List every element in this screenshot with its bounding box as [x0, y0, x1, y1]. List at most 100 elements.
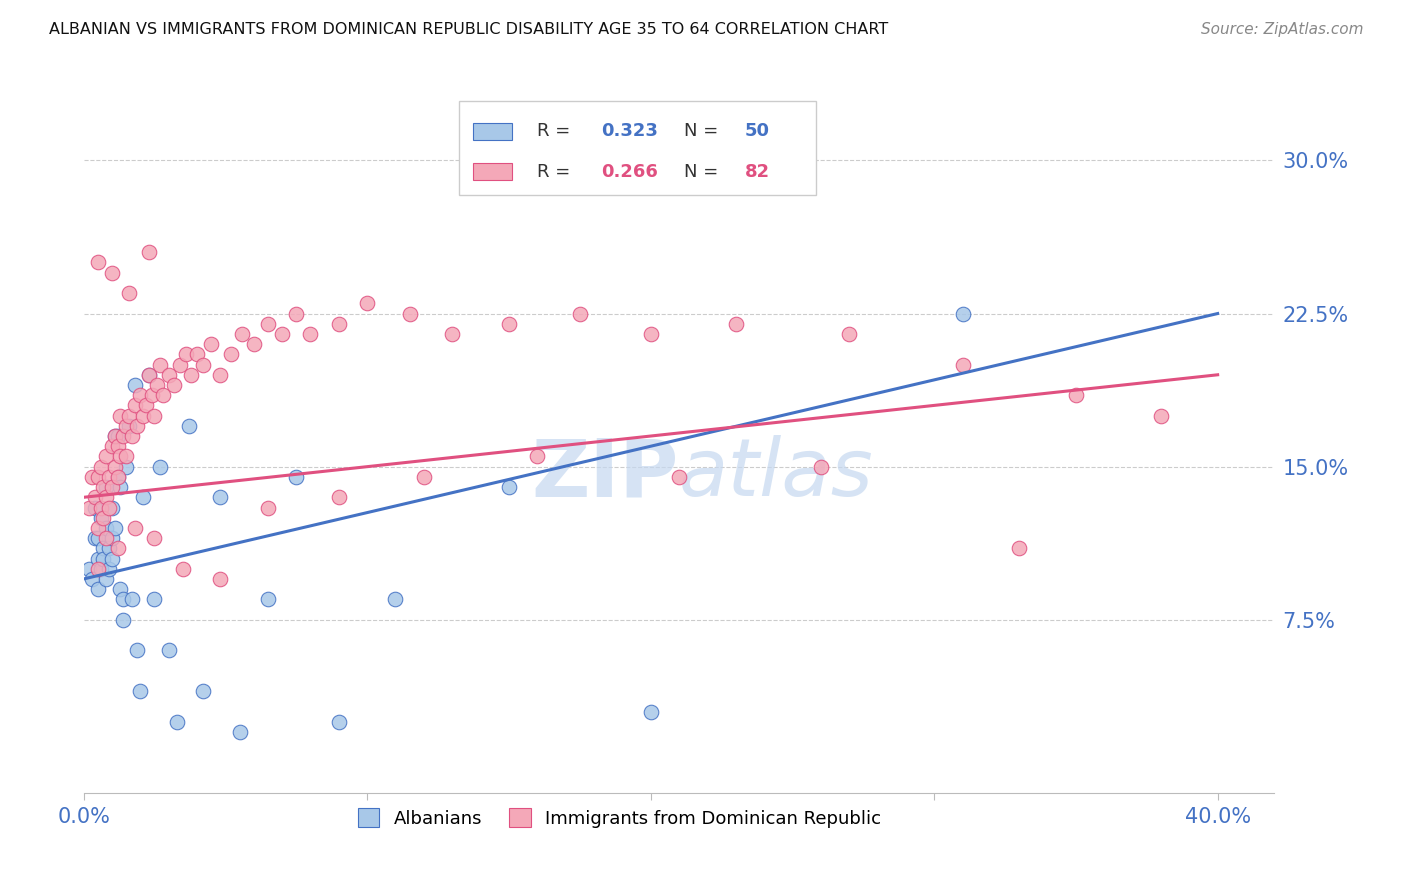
- Point: [242, 337, 264, 351]
- Point: [384, 592, 406, 607]
- Point: [127, 643, 149, 657]
- Point: [98, 470, 121, 484]
- Point: [104, 429, 127, 443]
- Point: [838, 326, 860, 341]
- Point: [87, 521, 110, 535]
- Point: [112, 429, 135, 443]
- Point: [87, 470, 110, 484]
- Point: [112, 592, 135, 607]
- Point: [138, 245, 160, 260]
- Point: [87, 562, 110, 576]
- Point: [87, 551, 110, 566]
- Point: [101, 531, 124, 545]
- Point: [143, 592, 166, 607]
- Point: [87, 582, 110, 597]
- Text: atlas: atlas: [679, 435, 873, 514]
- Point: [169, 358, 191, 372]
- Point: [157, 368, 180, 382]
- Point: [498, 317, 520, 331]
- Point: [166, 714, 188, 729]
- Point: [285, 470, 308, 484]
- Point: [441, 326, 464, 341]
- Point: [146, 378, 169, 392]
- Point: [84, 500, 107, 515]
- Point: [110, 450, 132, 464]
- Point: [101, 480, 124, 494]
- Point: [143, 409, 166, 423]
- Point: [96, 450, 118, 464]
- Point: [118, 286, 141, 301]
- Point: [285, 306, 308, 320]
- Point: [84, 531, 107, 545]
- Point: [174, 347, 197, 361]
- Point: [1008, 541, 1031, 556]
- Point: [138, 368, 160, 382]
- Point: [121, 592, 143, 607]
- Point: [107, 470, 129, 484]
- Point: [104, 459, 127, 474]
- Legend: Albanians, Immigrants from Dominican Republic: Albanians, Immigrants from Dominican Rep…: [350, 801, 889, 835]
- Point: [191, 684, 214, 698]
- Point: [257, 500, 280, 515]
- Point: [96, 521, 118, 535]
- Point: [208, 572, 231, 586]
- Point: [98, 541, 121, 556]
- Point: [107, 470, 129, 484]
- Point: [93, 551, 115, 566]
- Point: [149, 459, 172, 474]
- Point: [107, 439, 129, 453]
- Point: [356, 296, 378, 310]
- Point: [121, 429, 143, 443]
- Point: [138, 368, 160, 382]
- Point: [149, 358, 172, 372]
- Point: [163, 378, 186, 392]
- Point: [96, 491, 118, 505]
- Point: [90, 510, 112, 524]
- Point: [412, 470, 434, 484]
- Point: [257, 592, 280, 607]
- Point: [132, 409, 155, 423]
- Point: [82, 470, 104, 484]
- Point: [724, 317, 747, 331]
- Point: [640, 705, 662, 719]
- Point: [498, 480, 520, 494]
- Point: [328, 714, 350, 729]
- Point: [124, 398, 146, 412]
- Point: [124, 378, 146, 392]
- Point: [172, 562, 194, 576]
- Point: [328, 317, 350, 331]
- Point: [157, 643, 180, 657]
- Point: [98, 500, 121, 515]
- Point: [135, 398, 157, 412]
- Point: [115, 450, 138, 464]
- Point: [127, 418, 149, 433]
- Point: [1150, 409, 1173, 423]
- Point: [118, 409, 141, 423]
- Point: [200, 337, 222, 351]
- Point: [1064, 388, 1087, 402]
- Point: [180, 368, 202, 382]
- Point: [90, 459, 112, 474]
- Point: [208, 368, 231, 382]
- Point: [98, 562, 121, 576]
- Point: [640, 326, 662, 341]
- Point: [93, 510, 115, 524]
- Point: [191, 358, 214, 372]
- Point: [93, 541, 115, 556]
- Point: [124, 521, 146, 535]
- Point: [398, 306, 420, 320]
- Point: [93, 480, 115, 494]
- Point: [79, 562, 101, 576]
- Point: [526, 450, 548, 464]
- Point: [257, 317, 280, 331]
- Point: [112, 613, 135, 627]
- Point: [271, 326, 294, 341]
- Text: Source: ZipAtlas.com: Source: ZipAtlas.com: [1201, 22, 1364, 37]
- Point: [219, 347, 242, 361]
- Point: [129, 388, 152, 402]
- Point: [104, 521, 127, 535]
- Point: [299, 326, 322, 341]
- Point: [101, 266, 124, 280]
- Point: [82, 572, 104, 586]
- Point: [143, 531, 166, 545]
